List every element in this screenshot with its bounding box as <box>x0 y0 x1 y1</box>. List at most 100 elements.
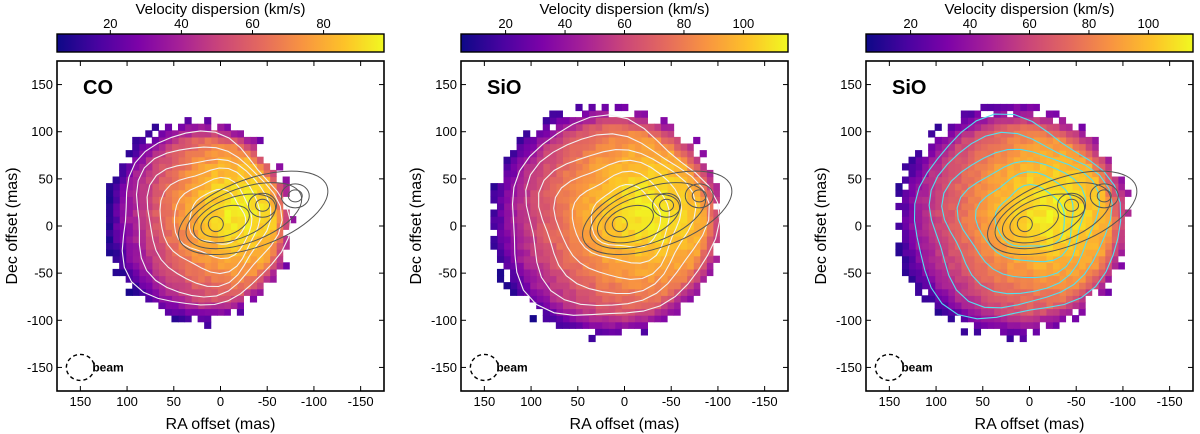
heatmap-cell <box>667 124 674 131</box>
heatmap-cell <box>191 177 198 184</box>
heatmap-cell <box>575 289 582 296</box>
colorbar-tick-label: 40 <box>174 16 188 31</box>
heatmap-cell <box>915 276 922 283</box>
heatmap-cell <box>178 137 185 144</box>
heatmap-cell <box>994 196 1001 203</box>
heatmap-cell <box>158 163 165 170</box>
heatmap-cell <box>158 216 165 223</box>
heatmap-cell <box>641 111 648 118</box>
heatmap-cell <box>628 249 635 256</box>
heatmap-cell <box>543 150 550 157</box>
heatmap-cell <box>543 249 550 256</box>
heatmap-cell <box>935 163 942 170</box>
heatmap-cell <box>237 276 244 283</box>
heatmap-cell <box>628 177 635 184</box>
heatmap-cell <box>615 322 622 329</box>
heatmap-cell <box>935 276 942 283</box>
heatmap-cell <box>256 289 263 296</box>
heatmap-cell <box>1065 130 1072 137</box>
heatmap-cell <box>987 295 994 302</box>
heatmap-cell <box>980 269 987 276</box>
heatmap-cell <box>680 276 687 283</box>
heatmap-cell <box>647 190 654 197</box>
heatmap-cell <box>569 163 576 170</box>
heatmap-cell <box>504 223 511 230</box>
heatmap-cell <box>1020 335 1027 342</box>
colorbar-tick-label: 60 <box>617 16 631 31</box>
heatmap-cell <box>224 137 231 144</box>
heatmap-cell <box>562 276 569 283</box>
heatmap-cell <box>106 249 113 256</box>
heatmap-cell <box>575 130 582 137</box>
heatmap-cell <box>654 144 661 151</box>
heatmap-cell <box>980 249 987 256</box>
heatmap-cell <box>191 256 198 263</box>
heatmap-cell <box>1052 295 1059 302</box>
heatmap-cell <box>961 309 968 316</box>
heatmap-cell <box>895 203 902 210</box>
heatmap-cell <box>139 203 146 210</box>
heatmap-cell <box>909 256 916 263</box>
colorbar-tick-label: 60 <box>1022 16 1036 31</box>
heatmap-cell <box>217 295 224 302</box>
heatmap-cell <box>641 328 648 335</box>
heatmap-cell <box>497 276 504 283</box>
heatmap-cell <box>517 289 524 296</box>
heatmap-cell <box>680 150 687 157</box>
heatmap-cell <box>1118 262 1125 269</box>
heatmap-cell <box>621 210 628 217</box>
heatmap-cell <box>126 223 133 230</box>
heatmap-cell <box>621 295 628 302</box>
heatmap-cell <box>595 295 602 302</box>
heatmap-cell <box>1059 309 1066 316</box>
heatmap-cell <box>582 196 589 203</box>
heatmap-cell <box>954 302 961 309</box>
heatmap-cell <box>922 223 929 230</box>
heatmap-cell <box>922 295 929 302</box>
heatmap-cell <box>569 289 576 296</box>
heatmap-cell <box>987 309 994 316</box>
y-tick-label: 100 <box>435 124 457 139</box>
heatmap-cell <box>1007 124 1014 131</box>
heatmap-cell <box>615 104 622 111</box>
heatmap-cell <box>178 315 185 322</box>
heatmap-cell <box>276 262 283 269</box>
x-tick-label: -50 <box>258 394 277 409</box>
heatmap-cell <box>1085 249 1092 256</box>
heatmap-cell <box>1059 269 1066 276</box>
heatmap-cell <box>967 111 974 118</box>
heatmap-cell <box>1059 216 1066 223</box>
heatmap-cell <box>680 157 687 164</box>
heatmap-cell <box>602 157 609 164</box>
heatmap-cell <box>1111 216 1118 223</box>
heatmap-cell <box>1098 282 1105 289</box>
heatmap-cell <box>909 183 916 190</box>
heatmap-cell <box>171 276 178 283</box>
heatmap-cell <box>589 243 596 250</box>
heatmap-cell <box>974 210 981 217</box>
heatmap-cell <box>928 249 935 256</box>
heatmap-cell <box>948 130 955 137</box>
heatmap-cell <box>1033 262 1040 269</box>
heatmap-cell <box>948 196 955 203</box>
heatmap-cell <box>523 236 530 243</box>
heatmap-cell <box>1000 328 1007 335</box>
heatmap-cell <box>211 249 218 256</box>
heatmap-cell <box>504 236 511 243</box>
heatmap-cell <box>556 124 563 131</box>
heatmap-cell <box>1026 322 1033 329</box>
heatmap-cell <box>987 203 994 210</box>
heatmap-cell <box>608 170 615 177</box>
heatmap-cell <box>1046 124 1053 131</box>
heatmap-cell <box>178 157 185 164</box>
heatmap-cell <box>504 190 511 197</box>
heatmap-cell <box>980 210 987 217</box>
heatmap-cell <box>602 322 609 329</box>
heatmap-cell <box>582 289 589 296</box>
heatmap-cell <box>556 282 563 289</box>
heatmap-cell <box>158 183 165 190</box>
heatmap-cell <box>250 216 257 223</box>
heatmap-cell <box>145 262 152 269</box>
heatmap-cell <box>987 196 994 203</box>
heatmap-cell <box>961 282 968 289</box>
